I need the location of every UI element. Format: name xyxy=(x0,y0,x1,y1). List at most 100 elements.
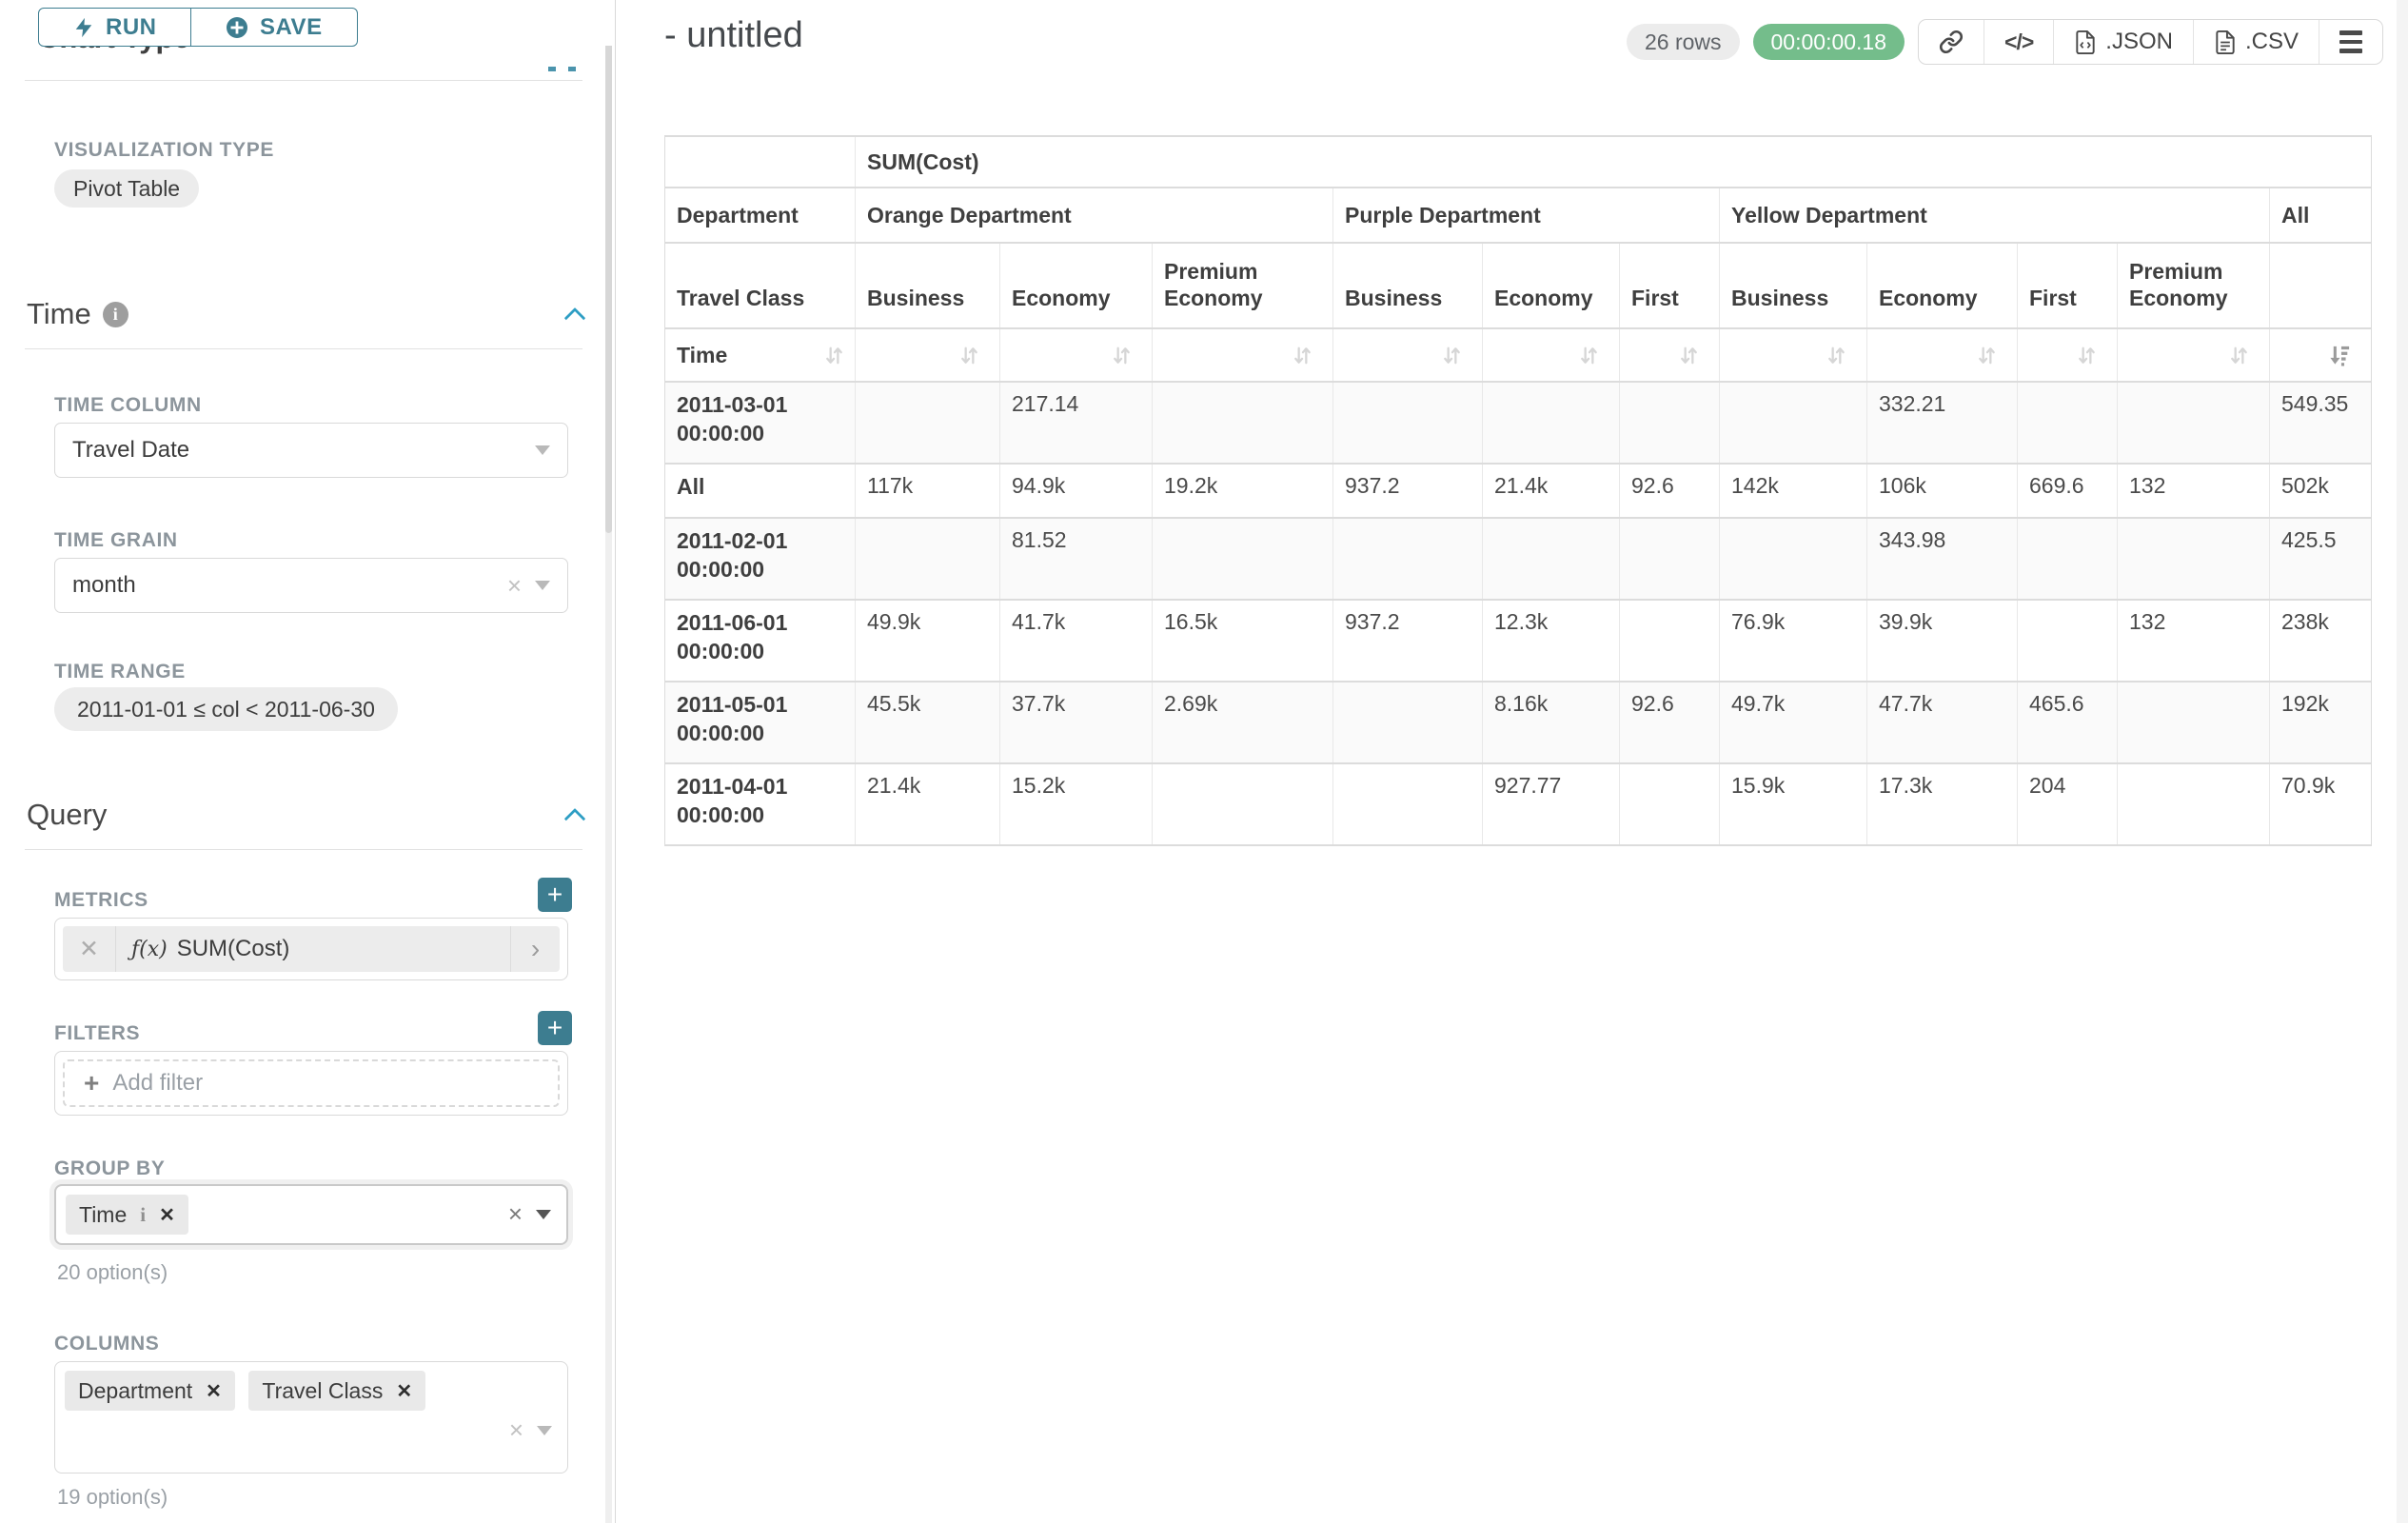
group-by-tag[interactable]: Time i ✕ xyxy=(66,1195,188,1235)
sort-icon[interactable] xyxy=(1111,345,1133,366)
pivot-value-cell: 132 xyxy=(2117,463,2270,518)
chart-title[interactable]: - untitled xyxy=(664,15,803,55)
pivot-column-header: Business xyxy=(1332,242,1483,328)
chevron-up-icon[interactable] xyxy=(563,307,586,329)
add-metric-button[interactable]: + xyxy=(538,878,572,912)
pivot-value-cell: 238k xyxy=(2269,599,2372,682)
pivot-value-cell: 81.52 xyxy=(999,517,1153,600)
sidebar-scrollbar[interactable] xyxy=(605,0,612,1523)
remove-tag-icon[interactable]: ✕ xyxy=(206,1380,222,1402)
clear-icon[interactable]: × xyxy=(506,570,522,600)
sort-icon[interactable] xyxy=(1292,345,1313,366)
time-range-pill[interactable]: 2011-01-01 ≤ col < 2011-06-30 xyxy=(54,687,398,731)
info-icon[interactable]: i xyxy=(140,1202,147,1226)
pivot-sort-cell[interactable] xyxy=(1866,327,2018,382)
pivot-dimension-header: Travel Class xyxy=(664,242,856,328)
pivot-value-cell xyxy=(1152,517,1333,600)
sort-icon[interactable] xyxy=(2228,345,2250,366)
pivot-value-cell: 15.2k xyxy=(999,762,1153,846)
sort-descending-icon[interactable] xyxy=(2328,344,2352,367)
pivot-sort-cell[interactable] xyxy=(2269,327,2372,382)
sort-icon[interactable] xyxy=(2076,345,2098,366)
pivot-sort-cell[interactable] xyxy=(1719,327,1867,382)
viz-type-pill[interactable]: Pivot Table xyxy=(54,169,200,208)
run-button[interactable]: RUN xyxy=(38,8,192,47)
metric-item[interactable]: ✕ ƒ(x) SUM(Cost) › xyxy=(63,926,560,972)
pivot-sort-cell[interactable] xyxy=(999,327,1153,382)
plus-circle-icon xyxy=(227,16,247,38)
metrics-box: ✕ ƒ(x) SUM(Cost) › xyxy=(54,918,568,980)
pivot-column-header: Premium Economy xyxy=(1152,242,1333,328)
filters-box: + Add filter xyxy=(54,1051,568,1116)
pivot-value-cell: 16.5k xyxy=(1152,599,1333,682)
menu-button[interactable] xyxy=(2319,20,2382,64)
pivot-sort-cell[interactable] xyxy=(1152,327,1333,382)
pivot-value-cell xyxy=(1152,762,1333,846)
pivot-row-label: 2011-04-01 00:00:00 xyxy=(664,762,856,846)
pivot-sort-cell[interactable] xyxy=(1332,327,1483,382)
chevron-right-icon[interactable]: › xyxy=(510,926,560,972)
remove-tag-icon[interactable]: ✕ xyxy=(159,1204,175,1226)
chevron-down-icon[interactable] xyxy=(537,1425,552,1435)
columns-select[interactable]: Department ✕ Travel Class ✕ × xyxy=(54,1361,568,1474)
metrics-label: METRICS xyxy=(54,889,148,911)
pivot-value-cell xyxy=(1332,517,1483,600)
columns-label: COLUMNS xyxy=(54,1333,160,1355)
remove-metric-icon[interactable]: ✕ xyxy=(63,926,116,972)
time-column-select[interactable]: Travel Date × xyxy=(54,423,568,478)
pivot-sort-cell[interactable] xyxy=(1619,327,1720,382)
chevron-up-icon[interactable] xyxy=(563,807,586,830)
copy-link-button[interactable] xyxy=(1919,20,1984,64)
pivot-value-cell: 343.98 xyxy=(1866,517,2018,600)
add-filter-button[interactable]: + Add filter xyxy=(63,1059,560,1107)
sort-icon[interactable] xyxy=(1441,345,1463,366)
chevron-down-icon xyxy=(535,445,550,455)
chevron-down-icon[interactable] xyxy=(536,1209,551,1219)
divider xyxy=(25,80,582,81)
pivot-table: SUM(Cost) Department Orange Department Purp… xyxy=(664,135,2372,846)
sort-icon[interactable] xyxy=(1826,345,1847,366)
pivot-value-cell xyxy=(2117,381,2270,464)
pivot-sort-cell[interactable] xyxy=(2017,327,2118,382)
sort-icon[interactable] xyxy=(1578,345,1600,366)
pivot-value-cell: 2.69k xyxy=(1152,681,1333,763)
pivot-corner-cell xyxy=(664,135,856,188)
pivot-row-dimension-header[interactable]: Time xyxy=(664,327,856,382)
pivot-data-row: 2011-03-01 00:00:00 217.14 332.21 549.35 xyxy=(664,381,2372,464)
save-button[interactable]: SAVE xyxy=(190,8,358,47)
export-csv-button[interactable]: .CSV xyxy=(2192,20,2319,64)
pivot-group-header: Purple Department xyxy=(1332,187,1720,243)
pivot-value-cell xyxy=(1619,517,1720,600)
sort-icon[interactable] xyxy=(1678,345,1700,366)
pivot-value-cell: 76.9k xyxy=(1719,599,1867,682)
pivot-value-cell: 92.6 xyxy=(1619,463,1720,518)
pivot-sort-cell[interactable] xyxy=(1482,327,1620,382)
visualization-type-label: VISUALIZATION TYPE xyxy=(54,139,274,161)
remove-tag-icon[interactable]: ✕ xyxy=(396,1380,413,1402)
sidebar-scrollbar-thumb[interactable] xyxy=(605,0,612,533)
pivot-sort-cell[interactable] xyxy=(855,327,1000,382)
pivot-sort-cell[interactable] xyxy=(2117,327,2270,382)
embed-code-button[interactable]: </> xyxy=(1984,20,2053,64)
export-json-button[interactable]: .JSON xyxy=(2053,20,2193,64)
result-controls: 26 rows 00:00:00.18 </> .JSON .CSV xyxy=(1626,19,2383,65)
columns-tag[interactable]: Travel Class ✕ xyxy=(248,1371,426,1411)
pivot-value-cell: 37.7k xyxy=(999,681,1153,763)
query-section-title: Query xyxy=(27,798,108,831)
info-icon[interactable]: i xyxy=(102,301,128,327)
pivot-data-row: 2011-05-01 00:00:00 45.5k 37.7k 2.69k 8.16k 9… xyxy=(664,681,2372,763)
time-grain-select[interactable]: month × xyxy=(54,558,568,613)
page-scrollbar[interactable] xyxy=(2397,0,2408,1523)
group-by-select[interactable]: Time i ✕ × xyxy=(54,1184,568,1245)
query-section-header: Query xyxy=(27,798,586,832)
hamburger-icon xyxy=(2339,30,2362,53)
clear-icon[interactable]: × xyxy=(507,1199,523,1228)
sort-icon[interactable] xyxy=(958,345,980,366)
clear-icon[interactable]: × xyxy=(508,1415,523,1444)
add-filter-plus-button[interactable]: + xyxy=(538,1011,572,1045)
columns-tag[interactable]: Department ✕ xyxy=(65,1371,235,1411)
row-count-badge: 26 rows xyxy=(1626,24,1740,60)
time-column-label: TIME COLUMN xyxy=(54,394,202,416)
sort-icon[interactable] xyxy=(823,345,845,366)
sort-icon[interactable] xyxy=(1976,345,1998,366)
